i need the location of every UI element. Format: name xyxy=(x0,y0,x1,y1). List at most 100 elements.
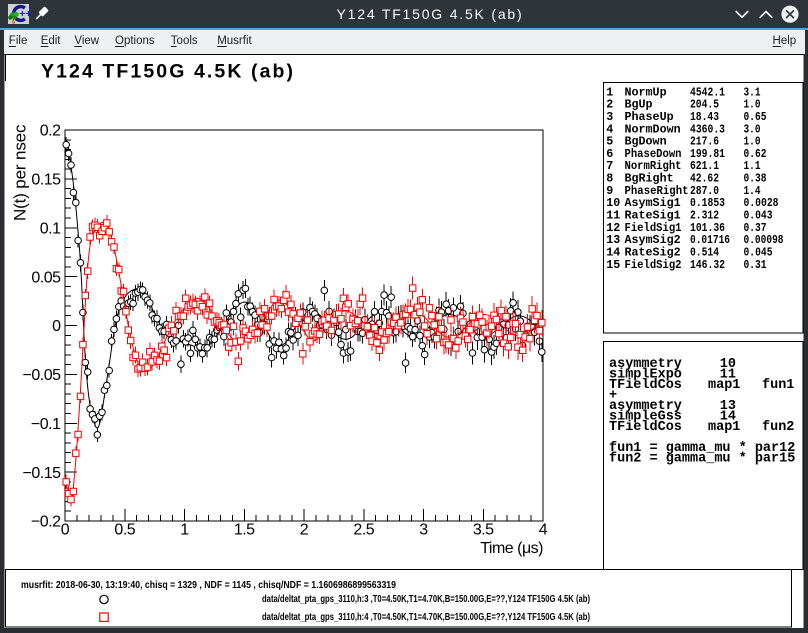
svg-text:10: 10 xyxy=(606,196,620,210)
svg-text:0.5: 0.5 xyxy=(114,522,135,539)
svg-text:+: + xyxy=(609,389,617,404)
svg-text:FieldSig2: FieldSig2 xyxy=(625,258,682,272)
svg-text:Time (μs): Time (μs) xyxy=(480,540,543,557)
svg-text:11: 11 xyxy=(720,368,736,383)
svg-text:BgUp: BgUp xyxy=(625,98,653,112)
svg-text:10: 10 xyxy=(720,357,736,372)
svg-text:0.2: 0.2 xyxy=(40,123,61,140)
svg-text:3: 3 xyxy=(419,522,428,539)
svg-text:−0.2: −0.2 xyxy=(31,514,61,531)
svg-text:7: 7 xyxy=(606,159,613,173)
svg-text:0.00098: 0.00098 xyxy=(744,233,784,247)
svg-text:musrfit: 2018-06-30, 13:19:40,: musrfit: 2018-06-30, 13:19:40, chisq = 1… xyxy=(21,580,396,591)
svg-text:0: 0 xyxy=(52,318,61,335)
svg-text:3.5: 3.5 xyxy=(473,522,494,539)
svg-text:Y124 TF150G 4.5K (ab): Y124 TF150G 4.5K (ab) xyxy=(337,6,524,22)
svg-text:0.37: 0.37 xyxy=(744,221,767,235)
svg-text:2.312: 2.312 xyxy=(690,209,719,223)
svg-text:18.43: 18.43 xyxy=(690,110,719,124)
svg-text:simplExpo: simplExpo xyxy=(609,368,682,383)
svg-text:N(t) per nsec: N(t) per nsec xyxy=(10,124,29,221)
svg-text:++: ++ xyxy=(19,8,31,20)
svg-text:AsymSig1: AsymSig1 xyxy=(625,196,681,210)
svg-text:1.0: 1.0 xyxy=(744,98,761,112)
svg-text:0.05: 0.05 xyxy=(31,269,61,286)
svg-text:2: 2 xyxy=(300,522,309,539)
svg-text:0.043: 0.043 xyxy=(744,209,773,223)
svg-text:simpleGss: simpleGss xyxy=(609,410,682,425)
svg-text:101.36: 101.36 xyxy=(690,221,725,235)
svg-text:0.62: 0.62 xyxy=(744,147,767,161)
svg-text:42.62: 42.62 xyxy=(690,172,719,186)
svg-text:0.31: 0.31 xyxy=(744,258,767,272)
svg-text:data/deltat_pta_gps_3110,h:3 ,: data/deltat_pta_gps_3110,h:3 ,T0=4.50K,T… xyxy=(262,594,590,605)
svg-text:9: 9 xyxy=(606,184,613,198)
svg-text:287.0: 287.0 xyxy=(690,184,719,198)
svg-text:2.5: 2.5 xyxy=(353,522,374,539)
svg-text:BgRight: BgRight xyxy=(625,172,674,186)
svg-text:15: 15 xyxy=(606,258,620,272)
svg-text:6: 6 xyxy=(606,147,613,161)
svg-text:12: 12 xyxy=(606,221,620,235)
svg-text:TFieldCos: TFieldCos xyxy=(609,378,682,393)
svg-text:FieldSig1: FieldSig1 xyxy=(625,221,682,235)
svg-text:0.1853: 0.1853 xyxy=(690,196,725,210)
svg-text:0: 0 xyxy=(61,522,70,539)
svg-text:621.1: 621.1 xyxy=(690,159,719,173)
svg-text:−0.15: −0.15 xyxy=(23,465,62,482)
svg-text:−0.1: −0.1 xyxy=(31,416,61,433)
svg-text:NormUp: NormUp xyxy=(625,85,667,99)
svg-text:0.38: 0.38 xyxy=(744,172,767,186)
svg-text:1: 1 xyxy=(606,85,613,99)
svg-text:NormDown: NormDown xyxy=(625,122,681,136)
svg-text:13: 13 xyxy=(606,233,620,247)
svg-text:0.0028: 0.0028 xyxy=(744,196,779,210)
svg-text:4: 4 xyxy=(606,122,613,136)
svg-text:11: 11 xyxy=(606,209,620,223)
svg-text:PhaseDown: PhaseDown xyxy=(625,147,682,161)
svg-text:146.32: 146.32 xyxy=(690,258,725,272)
svg-text:RateSig2: RateSig2 xyxy=(625,246,681,260)
svg-text:4542.1: 4542.1 xyxy=(690,85,725,99)
svg-text:Y124 TF150G 4.5K (ab): Y124 TF150G 4.5K (ab) xyxy=(41,61,293,83)
svg-text:3.1: 3.1 xyxy=(744,85,761,99)
svg-text:asymmetry: asymmetry xyxy=(609,399,682,414)
svg-text:4: 4 xyxy=(539,522,548,539)
svg-text:fun1 = gamma_mu * par12: fun1 = gamma_mu * par12 xyxy=(609,441,795,456)
svg-text:204.5: 204.5 xyxy=(690,98,719,112)
svg-text:2: 2 xyxy=(606,98,613,112)
svg-text:fun2 = gamma_mu * par15: fun2 = gamma_mu * par15 xyxy=(609,452,795,467)
svg-text:1.5: 1.5 xyxy=(234,522,255,539)
svg-text:PhaseRight: PhaseRight xyxy=(625,184,689,198)
svg-text:8: 8 xyxy=(606,172,613,186)
svg-text:1.1: 1.1 xyxy=(744,159,761,173)
svg-text:1.0: 1.0 xyxy=(744,135,761,149)
svg-text:14: 14 xyxy=(606,246,620,260)
svg-text:3.0: 3.0 xyxy=(744,122,761,136)
svg-text:14: 14 xyxy=(720,410,736,425)
svg-text:3: 3 xyxy=(606,110,613,124)
svg-text:AsymSig2: AsymSig2 xyxy=(625,233,681,247)
svg-text:RateSig1: RateSig1 xyxy=(625,209,681,223)
svg-text:1.4: 1.4 xyxy=(744,184,761,198)
svg-text:BgDown: BgDown xyxy=(625,135,667,149)
svg-text:1: 1 xyxy=(180,522,189,539)
svg-text:4360.3: 4360.3 xyxy=(690,122,725,136)
svg-text:0.045: 0.045 xyxy=(744,246,773,260)
svg-text:map1: map1 xyxy=(708,420,740,435)
svg-text:13: 13 xyxy=(720,399,736,414)
svg-text:asymmetry: asymmetry xyxy=(609,357,682,372)
svg-text:0.01716: 0.01716 xyxy=(690,233,730,247)
svg-text:−0.05: −0.05 xyxy=(23,367,62,384)
svg-text:fun2: fun2 xyxy=(762,420,794,435)
svg-text:199.81: 199.81 xyxy=(690,147,725,161)
svg-text:data/deltat_pta_gps_3110,h:4 ,: data/deltat_pta_gps_3110,h:4 ,T0=4.50K,T… xyxy=(262,612,590,623)
svg-text:217.6: 217.6 xyxy=(690,135,719,149)
svg-text:0.15: 0.15 xyxy=(31,172,61,189)
svg-text:0.65: 0.65 xyxy=(744,110,767,124)
svg-text:NormRight: NormRight xyxy=(625,159,682,173)
svg-text:fun1: fun1 xyxy=(762,378,794,393)
svg-text:0.514: 0.514 xyxy=(690,246,719,260)
svg-text:PhaseUp: PhaseUp xyxy=(625,110,674,124)
svg-text:5: 5 xyxy=(606,135,613,149)
